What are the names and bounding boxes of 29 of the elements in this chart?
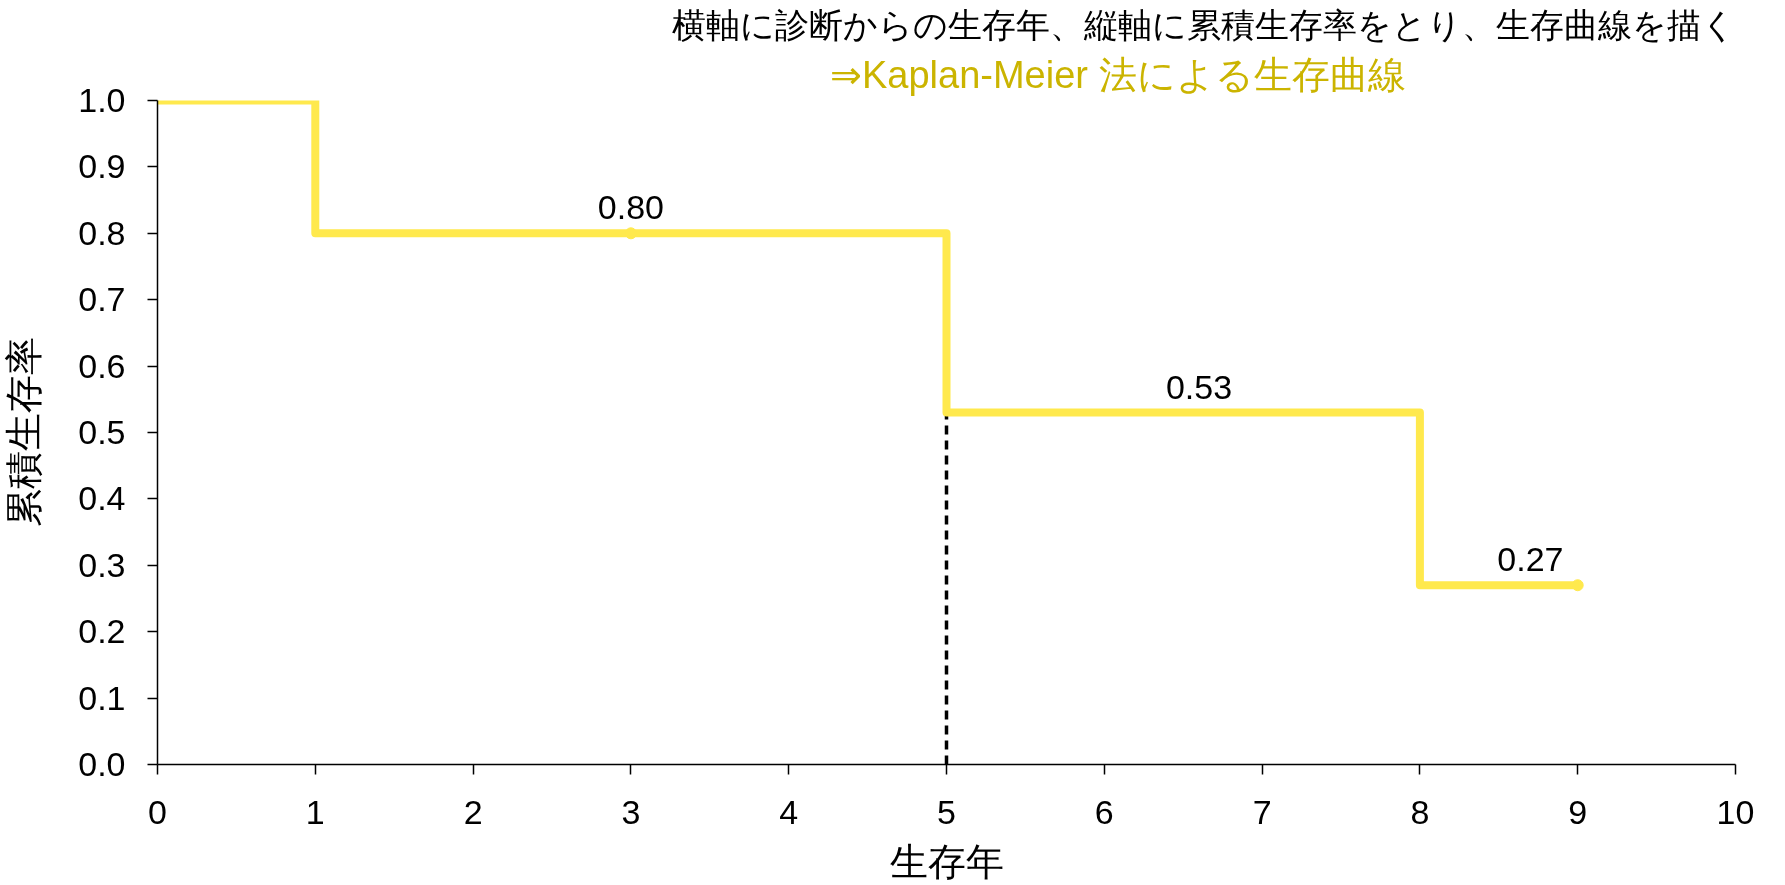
chart-subtitle: ⇒Kaplan-Meier 法による生存曲線 xyxy=(829,53,1406,96)
x-tick-label: 3 xyxy=(621,792,641,831)
y-tick-label: 0.6 xyxy=(78,346,126,385)
x-tick-label: 6 xyxy=(1094,792,1114,831)
x-tick-label: 0 xyxy=(148,792,167,831)
y-tick-label: 0.3 xyxy=(78,545,126,584)
x-tick-label: 7 xyxy=(1252,792,1272,831)
chart-title: 横軸に診断からの生存年、縦軸に累積生存率をとり、生存曲線を描く xyxy=(671,5,1736,44)
x-tick-label: 1 xyxy=(305,792,325,831)
y-tick-label: 0.1 xyxy=(78,678,126,717)
x-axis-title: 生存年 xyxy=(889,840,1004,883)
annotation: 0.27 xyxy=(1497,540,1564,579)
y-tick-label: 0.9 xyxy=(78,147,126,186)
x-tick-label: 5 xyxy=(937,792,956,831)
x-tick-label: 9 xyxy=(1568,792,1588,831)
y-tick-label: 0.8 xyxy=(78,213,126,252)
y-tick-label: 0.0 xyxy=(78,745,126,783)
y-tick-label: 0.4 xyxy=(78,479,126,518)
x-tick-label: 2 xyxy=(463,792,483,831)
y-tick-label: 0.5 xyxy=(78,413,126,451)
y-tick-label: 1.0 xyxy=(78,81,126,119)
y-axis-title: 累積生存率 xyxy=(3,337,46,528)
x-tick-label: 10 xyxy=(1716,792,1755,831)
y-tick-label: 0.7 xyxy=(78,280,126,319)
x-tick-label: 4 xyxy=(779,792,799,831)
x-tick-label: 8 xyxy=(1410,792,1430,831)
annotation: 0.53 xyxy=(1165,367,1233,406)
annotation: 0.80 xyxy=(597,188,664,227)
y-tick-label: 0.2 xyxy=(78,612,126,651)
